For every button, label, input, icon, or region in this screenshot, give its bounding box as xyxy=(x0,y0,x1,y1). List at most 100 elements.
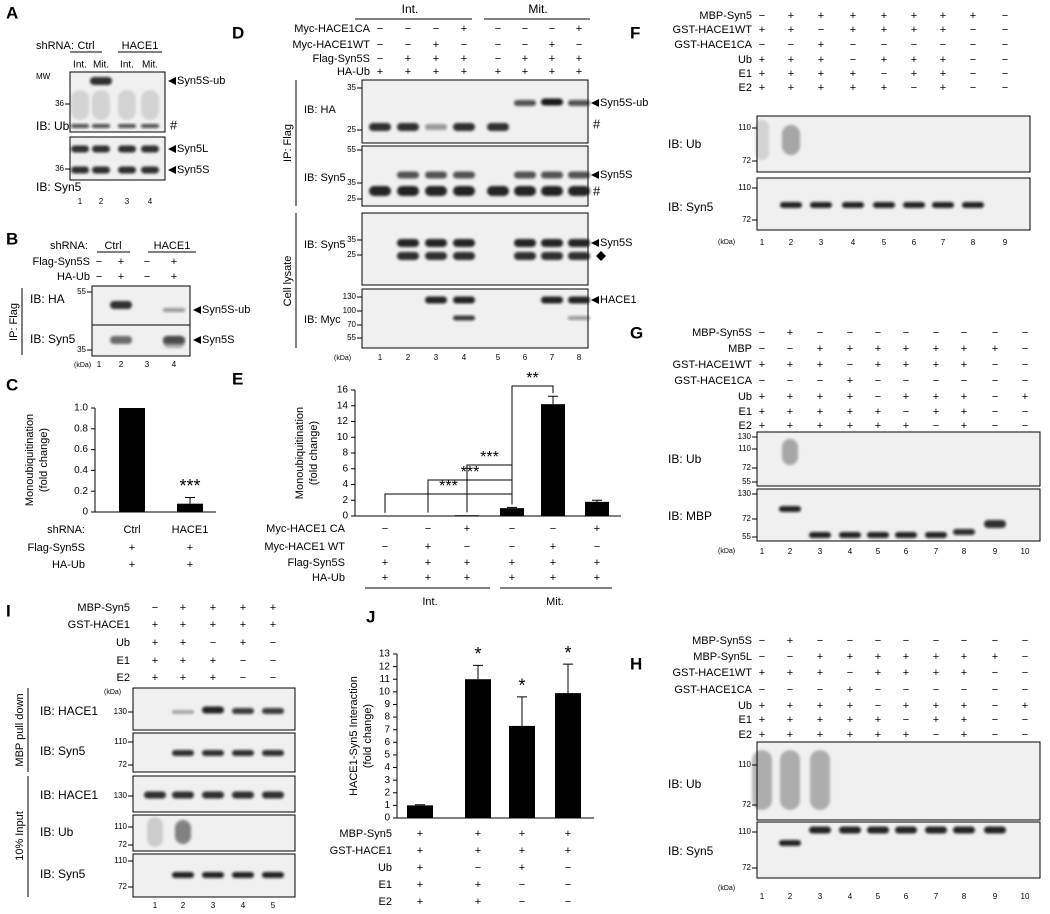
condition-label: E2 xyxy=(739,729,752,741)
band xyxy=(397,186,419,196)
mw-marker: 110 xyxy=(738,123,751,132)
y-tick-label: 13 xyxy=(379,649,391,660)
condition-sign: + xyxy=(759,54,765,66)
condition-sign: + xyxy=(210,655,216,667)
lane-number: 2 xyxy=(406,353,411,362)
condition-sign: + xyxy=(818,39,824,51)
condition-sign: − xyxy=(240,655,246,667)
mw-marker: 36 xyxy=(55,99,64,108)
condition-sign: − xyxy=(1002,54,1008,66)
band xyxy=(568,296,590,304)
band xyxy=(92,90,110,120)
condition-sign: − xyxy=(817,375,823,387)
kda-label: (kDa) xyxy=(718,239,735,246)
band xyxy=(202,872,224,878)
band xyxy=(953,826,975,834)
band xyxy=(984,520,1006,528)
condition-sign: + xyxy=(933,700,939,712)
lane-number: 5 xyxy=(496,353,501,362)
condition-sign: + xyxy=(787,420,793,432)
condition-sign: + xyxy=(903,391,909,403)
condition-sign: + xyxy=(187,542,193,554)
lane-number: 6 xyxy=(904,892,909,901)
condition-sign: + xyxy=(911,54,917,66)
condition-sign: − xyxy=(565,879,571,891)
group-label: Ctrl xyxy=(77,40,94,52)
condition-sign: + xyxy=(881,54,887,66)
condition-label: HA-Ub xyxy=(312,572,345,584)
lane-number: 7 xyxy=(550,353,555,362)
condition-sign: + xyxy=(759,24,765,36)
condition-sign: + xyxy=(788,24,794,36)
condition-sign: − xyxy=(933,420,939,432)
band xyxy=(175,820,191,844)
bar xyxy=(177,503,203,512)
y-axis-label: (fold change) xyxy=(362,704,374,768)
condition-sign: + xyxy=(961,343,967,355)
condition-sign: + xyxy=(787,359,793,371)
significance: *** xyxy=(480,449,499,466)
condition-sign: + xyxy=(417,896,423,908)
band xyxy=(397,239,419,247)
arrowhead xyxy=(168,77,176,85)
bar xyxy=(407,805,433,818)
condition-sign: + xyxy=(875,359,881,371)
mw-marker: 55 xyxy=(347,145,356,154)
condition-sign: − xyxy=(847,359,853,371)
condition-sign: − xyxy=(759,39,765,51)
band xyxy=(514,171,536,179)
bar xyxy=(465,679,491,818)
kda-label: (kDa) xyxy=(718,548,735,555)
condition-sign: + xyxy=(992,343,998,355)
lane-number: 6 xyxy=(912,238,917,247)
y-tick-label: 2 xyxy=(384,787,390,798)
condition-sign: + xyxy=(270,602,276,614)
band-mark: # xyxy=(593,116,601,131)
condition-sign: + xyxy=(787,391,793,403)
lane-number: 10 xyxy=(1021,892,1030,901)
error-bar xyxy=(592,499,602,502)
condition-sign: + xyxy=(475,879,481,891)
blot xyxy=(69,136,166,181)
band xyxy=(780,750,800,810)
condition-sign: + xyxy=(847,651,853,663)
condition-sign: + xyxy=(759,729,765,741)
y-tick-label: 7 xyxy=(384,724,390,735)
lane-number: 3 xyxy=(818,547,823,556)
band xyxy=(514,186,536,196)
condition-sign: + xyxy=(847,420,853,432)
condition-sign: + xyxy=(549,39,555,51)
condition-sign: + xyxy=(576,23,582,35)
condition-sign: + xyxy=(118,271,124,283)
condition-sign: + xyxy=(550,557,556,569)
blot-label: IB: MBP xyxy=(668,509,712,523)
condition-sign: + xyxy=(519,862,525,874)
condition-sign: − xyxy=(270,637,276,649)
condition-sign: + xyxy=(522,66,528,78)
condition-sign: − xyxy=(382,523,388,535)
condition-sign: − xyxy=(550,523,556,535)
condition-sign: − xyxy=(875,391,881,403)
condition-sign: − xyxy=(875,327,881,339)
band-label: Syn5L xyxy=(177,143,208,155)
mw-marker: 55 xyxy=(742,477,751,486)
band xyxy=(425,171,447,179)
band-label: Syn5S xyxy=(177,164,209,176)
condition-sign: + xyxy=(817,406,823,418)
mw-marker: 72 xyxy=(742,215,751,224)
condition-label: Flag-Syn5S xyxy=(28,542,85,554)
condition-sign: − xyxy=(875,700,881,712)
significance-bracket xyxy=(511,385,554,505)
condition-label: Flag-Syn5S xyxy=(288,557,345,569)
blot xyxy=(756,741,1041,821)
condition-sign: + xyxy=(240,619,246,631)
lane-number: 2 xyxy=(181,901,186,910)
condition-sign: − xyxy=(933,684,939,696)
y-tick-label: 16 xyxy=(337,385,349,396)
mw-marker: 110 xyxy=(738,827,751,836)
condition-sign: + xyxy=(475,828,481,840)
condition-label: E1 xyxy=(739,406,752,418)
condition-sign: − xyxy=(992,391,998,403)
band xyxy=(541,296,563,304)
